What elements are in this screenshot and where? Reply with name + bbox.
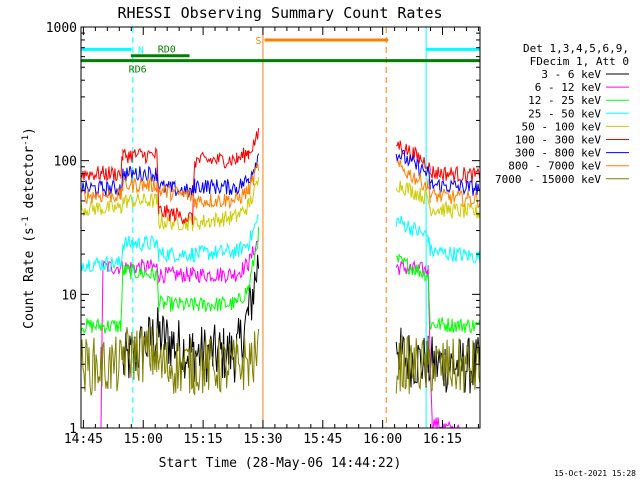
y-tick-label: 1000 bbox=[46, 21, 77, 36]
series-line bbox=[395, 180, 481, 220]
y-axis-label: Count Rate (s-1 detector-1) bbox=[21, 127, 37, 329]
legend-item-label: 25 - 50 keV bbox=[528, 107, 601, 120]
series-800-7000-kev bbox=[80, 160, 481, 210]
legend: Det 1,3,4,5,6,9, FDecim 1, Att 0 3 - 6 k… bbox=[495, 42, 629, 186]
legend-item-label: 800 - 7000 keV bbox=[508, 160, 601, 173]
interval-label-rd6: RD6 bbox=[129, 65, 147, 76]
series-line bbox=[396, 160, 481, 209]
legend-item-label: 7000 - 15000 keV bbox=[495, 173, 601, 186]
footer-timestamp: 15-Oct-2021 15:28 bbox=[554, 469, 636, 478]
interval-label-rd0: RD0 bbox=[158, 45, 176, 56]
legend-item-label: 12 - 25 keV bbox=[528, 94, 601, 107]
series-line bbox=[81, 239, 260, 429]
legend-item: 25 - 50 keV bbox=[528, 107, 629, 120]
legend-item-label: 6 - 12 keV bbox=[535, 81, 602, 94]
series-7000-15000-kev bbox=[80, 326, 481, 396]
legend-item-label: 3 - 6 keV bbox=[541, 68, 601, 81]
series-line bbox=[395, 215, 481, 265]
y-tick-label: 100 bbox=[54, 155, 77, 170]
series-line bbox=[395, 334, 481, 394]
legend-item-label: 300 - 800 keV bbox=[515, 147, 601, 160]
chart-title: RHESSI Observing Summary Count Rates bbox=[117, 4, 442, 22]
legend-header-line-1: Det 1,3,4,5,6,9, bbox=[523, 42, 629, 55]
series-line bbox=[80, 226, 260, 334]
series-line bbox=[80, 213, 260, 273]
legend-item: 50 - 100 keV bbox=[522, 120, 629, 133]
x-tick-label: 16:15 bbox=[423, 432, 462, 447]
series-line bbox=[80, 326, 260, 396]
series-line bbox=[122, 254, 260, 383]
x-tick-label: 15:45 bbox=[303, 432, 342, 447]
legend-item-label: 100 - 300 keV bbox=[515, 134, 601, 147]
y-tick-label: 1 bbox=[69, 422, 77, 437]
series-25-50-kev bbox=[80, 213, 481, 273]
interval-label-n: N bbox=[138, 45, 144, 56]
x-tick-label: 16:00 bbox=[363, 432, 402, 447]
series-lines bbox=[80, 127, 481, 430]
legend-item: 6 - 12 keV bbox=[535, 81, 629, 94]
y-tick-label: 10 bbox=[61, 288, 77, 303]
legend-item-label: 50 - 100 keV bbox=[522, 120, 602, 133]
series-50-100-kev bbox=[80, 176, 481, 232]
series-line bbox=[80, 162, 260, 210]
interval-label-s: S bbox=[256, 36, 262, 47]
x-tick-label: 15:30 bbox=[243, 432, 282, 447]
x-axis-label: Start Time (28-May-06 14:44:22) bbox=[159, 456, 402, 471]
interval-bars: N RD0 RD6 S bbox=[81, 36, 480, 76]
axis-ticks: 14:45 15:00 15:15 15:30 15:45 16:00 16:15 1 10 10… bbox=[46, 21, 480, 447]
legend-item: 7000 - 15000 keV bbox=[495, 173, 629, 186]
series-line bbox=[395, 149, 481, 196]
series-line bbox=[395, 327, 481, 394]
series-3-6-kev bbox=[122, 254, 481, 394]
legend-item: 300 - 800 keV bbox=[515, 147, 629, 160]
series-12-25-kev bbox=[80, 226, 481, 335]
interval-vertical-lines bbox=[80, 27, 481, 428]
plot-frame bbox=[80, 26, 481, 429]
series-line bbox=[395, 253, 481, 335]
legend-item: 3 - 6 keV bbox=[541, 68, 629, 81]
legend-item: 800 - 7000 keV bbox=[508, 160, 629, 173]
legend-item: 100 - 300 keV bbox=[515, 134, 629, 147]
series-line bbox=[80, 127, 260, 225]
legend-header-line-2: FDecim 1, Att 0 bbox=[530, 55, 629, 68]
legend-item: 12 - 25 keV bbox=[528, 94, 629, 107]
x-tick-label: 15:00 bbox=[124, 432, 163, 447]
series-line bbox=[396, 140, 481, 185]
x-tick-label: 14:45 bbox=[64, 432, 103, 447]
x-tick-label: 15:15 bbox=[184, 432, 223, 447]
